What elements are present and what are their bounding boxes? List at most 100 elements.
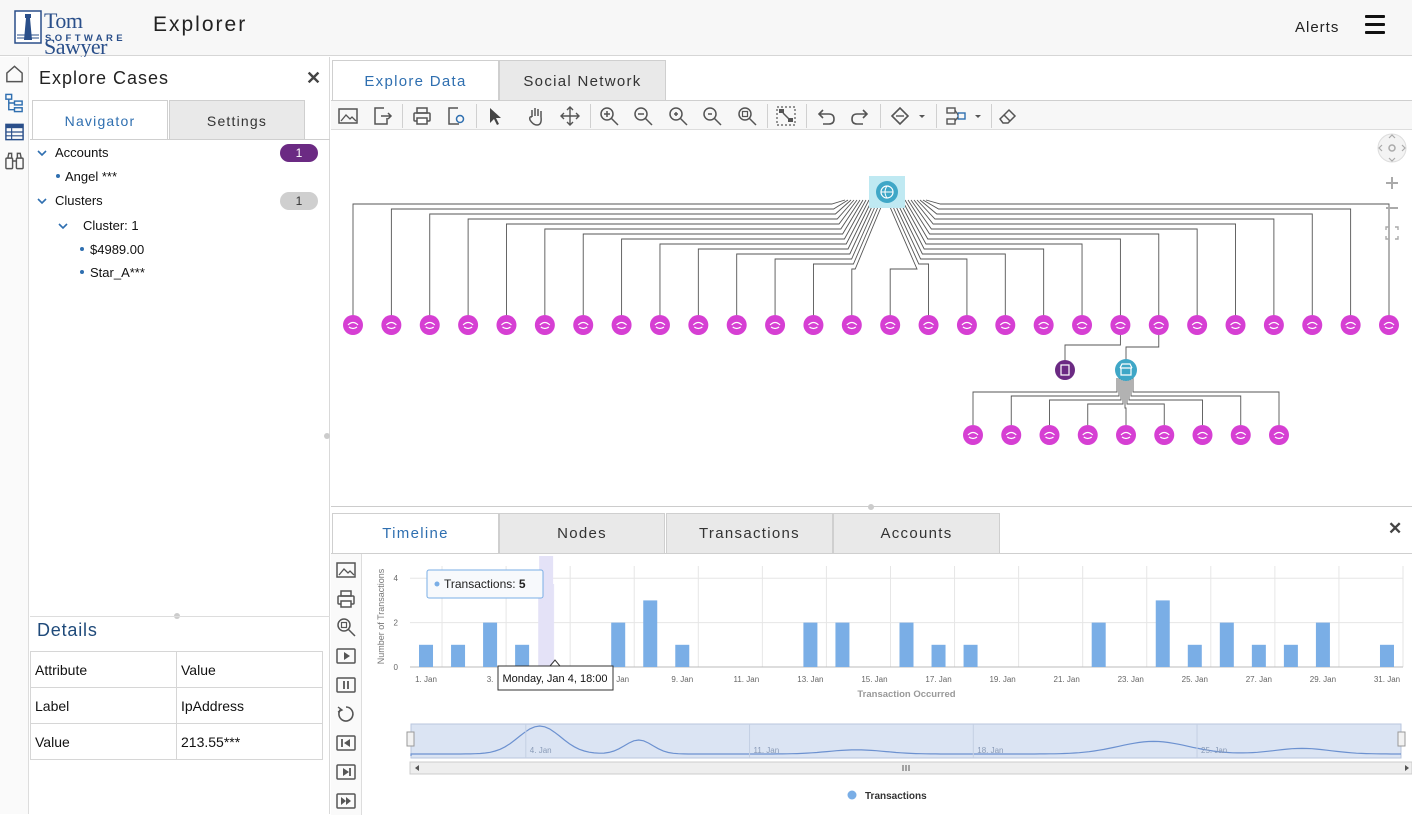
close-icon[interactable]: ✕ — [1388, 519, 1403, 538]
redo-icon[interactable] — [849, 105, 871, 127]
export-image-icon[interactable] — [337, 105, 359, 127]
hamburger-menu-icon[interactable] — [1365, 15, 1385, 35]
zoom-icon[interactable] — [335, 617, 357, 637]
account-node[interactable] — [496, 315, 517, 335]
chart-bar[interactable] — [931, 644, 946, 667]
account-node[interactable] — [649, 315, 670, 335]
close-icon[interactable]: ✕ — [306, 68, 322, 88]
panel-resize-handle[interactable] — [868, 504, 874, 510]
account-node[interactable] — [803, 315, 824, 335]
account-node[interactable] — [343, 315, 363, 335]
binoculars-icon[interactable] — [4, 150, 25, 172]
tree-item-star[interactable]: Star_A*** — [90, 265, 145, 280]
chart-bar[interactable] — [1187, 644, 1202, 667]
tree-item-clusters[interactable]: Clusters — [55, 193, 103, 208]
undo-icon[interactable] — [815, 105, 837, 127]
tab-nodes[interactable]: Nodes — [499, 513, 665, 553]
chart-bar[interactable] — [1283, 644, 1298, 667]
chart-bar[interactable] — [1379, 644, 1394, 667]
chevron-down-icon[interactable] — [973, 105, 983, 127]
tree-item-amount[interactable]: $4989.00 — [90, 242, 145, 257]
zoom-out-icon[interactable] — [632, 105, 654, 127]
ip-address-node[interactable] — [869, 176, 905, 208]
chart-bar[interactable] — [643, 600, 658, 667]
home-icon[interactable] — [4, 63, 25, 85]
tab-settings[interactable]: Settings — [169, 100, 305, 140]
account-node[interactable] — [688, 315, 709, 335]
chart-bar[interactable] — [419, 644, 434, 667]
account-node[interactable] — [1033, 315, 1054, 335]
export-file-icon[interactable] — [371, 105, 393, 127]
account-node[interactable] — [918, 315, 939, 335]
move-icon[interactable] — [559, 105, 581, 127]
tom-sawyer-logo[interactable]: Tom Sawyer SOFTWARE — [14, 8, 128, 59]
account-node[interactable] — [1340, 315, 1361, 335]
pause-icon[interactable] — [335, 675, 357, 695]
chart-bar[interactable] — [803, 622, 818, 667]
account-node[interactable] — [1230, 425, 1251, 445]
zoom-in-icon[interactable] — [598, 105, 620, 127]
fit-screen-icon[interactable] — [1385, 226, 1399, 240]
account-node[interactable] — [573, 315, 594, 335]
chart-bar[interactable] — [899, 622, 914, 667]
account-node[interactable] — [1148, 315, 1169, 335]
account-node[interactable] — [458, 315, 479, 335]
account-node[interactable] — [880, 315, 901, 335]
zoom-plus-icon[interactable] — [667, 105, 689, 127]
alerts-link[interactable]: Alerts — [1295, 19, 1340, 36]
step-forward-icon[interactable] — [335, 762, 357, 782]
tree-item-cluster[interactable]: Cluster: 1 — [83, 218, 139, 233]
tree-item-account[interactable]: Angel *** — [65, 169, 118, 184]
chart-bar[interactable] — [1091, 622, 1106, 667]
account-node[interactable] — [1077, 425, 1098, 445]
chart-legend[interactable]: Transactions — [847, 790, 928, 803]
account-node[interactable] — [765, 315, 786, 335]
account-node[interactable] — [419, 315, 440, 335]
account-node[interactable] — [1263, 315, 1284, 335]
pan-icon[interactable] — [525, 105, 547, 127]
reset-icon[interactable] — [335, 704, 357, 724]
print-icon[interactable] — [335, 589, 357, 609]
account-node[interactable] — [1039, 425, 1060, 445]
account-node[interactable] — [841, 315, 862, 335]
account-node[interactable] — [611, 315, 632, 335]
account-node[interactable] — [1379, 315, 1399, 335]
navigator-scrollbar[interactable] — [409, 761, 1412, 775]
tree-icon[interactable] — [4, 92, 25, 114]
tree-item-accounts[interactable]: Accounts — [55, 145, 109, 160]
account-node[interactable] — [1116, 425, 1136, 445]
zoom-minus-icon[interactable] — [701, 105, 723, 127]
chevron-down-icon[interactable] — [37, 148, 47, 158]
chevron-down-icon[interactable] — [58, 221, 68, 231]
store-node[interactable] — [1115, 359, 1137, 381]
vertical-resize-handle[interactable] — [324, 433, 330, 439]
account-node[interactable] — [963, 425, 983, 445]
account-node[interactable] — [1072, 315, 1093, 335]
tab-social-network[interactable]: Social Network — [499, 60, 666, 102]
timeline-chart[interactable]: 0 2 4 Number of Transactions 1. Jan 3. 7. Jan 9… — [363, 554, 1412, 815]
account-node[interactable] — [726, 315, 747, 335]
account-node[interactable] — [956, 315, 977, 335]
account-node[interactable] — [1269, 425, 1289, 445]
chart-bar[interactable] — [1219, 622, 1234, 667]
table-icon[interactable] — [4, 121, 25, 143]
chart-bar[interactable] — [1315, 622, 1330, 667]
range-navigator[interactable]: 4. Jan 11. Jan 18. Jan 25. Jan — [406, 723, 1406, 759]
account-node[interactable] — [1187, 315, 1208, 335]
scroll-right-icon[interactable] — [1405, 765, 1409, 771]
chart-bar[interactable] — [963, 644, 978, 667]
step-back-icon[interactable] — [335, 733, 357, 753]
scroll-left-icon[interactable] — [415, 765, 419, 771]
tab-transactions[interactable]: Transactions — [666, 513, 833, 553]
zoom-fit-icon[interactable] — [736, 105, 758, 127]
navigator-handle-right[interactable] — [1397, 731, 1406, 747]
export-image-icon[interactable] — [335, 560, 357, 580]
account-node[interactable] — [1110, 315, 1131, 335]
chart-bar[interactable] — [1155, 600, 1170, 667]
account-node[interactable] — [1302, 315, 1323, 335]
pan-control[interactable] — [1377, 133, 1407, 163]
chart-bar[interactable] — [451, 644, 466, 667]
navigator-handle-left[interactable] — [406, 731, 415, 747]
account-node[interactable] — [995, 315, 1016, 335]
tab-explore-data[interactable]: Explore Data — [332, 60, 499, 102]
